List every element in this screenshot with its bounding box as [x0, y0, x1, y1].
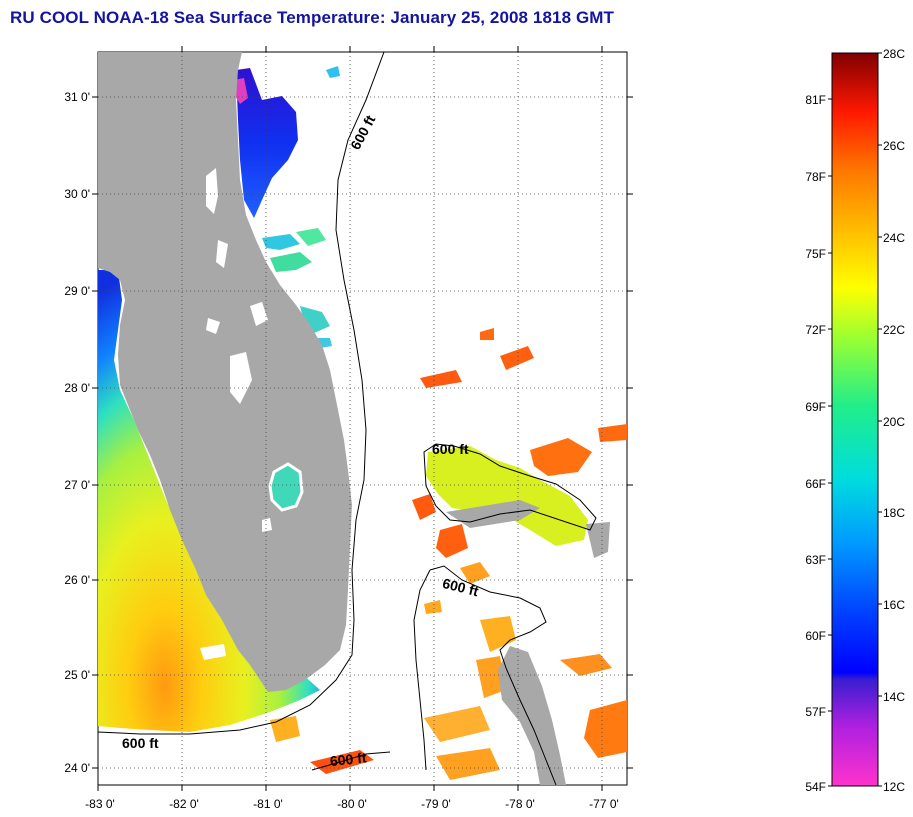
color-scale-bar	[831, 52, 879, 787]
fahrenheit-label: 75F	[805, 247, 826, 261]
inland-water	[230, 352, 252, 404]
warm-sst-patch	[460, 562, 490, 584]
lon-label: -79 0'	[421, 797, 451, 811]
florida-land	[98, 52, 352, 692]
fahrenheit-label: 54F	[805, 780, 826, 794]
coastal-sst-patch	[296, 228, 326, 246]
warm-sst-patch	[598, 424, 627, 442]
warm-sst-patch	[560, 654, 612, 676]
warm-sst-patch	[500, 346, 534, 370]
inland-water	[200, 644, 226, 660]
celsius-label: 12C	[883, 780, 905, 794]
bahamas-land	[446, 500, 540, 528]
lat-label: 25 0'	[64, 668, 90, 682]
fahrenheit-label: 69F	[805, 400, 826, 414]
celsius-label: 22C	[883, 323, 905, 337]
warm-sst-patch	[424, 600, 442, 614]
lon-label: -83 0'	[85, 797, 115, 811]
fahrenheit-label: 63F	[805, 553, 826, 567]
warm-sst-patch	[584, 700, 627, 758]
lat-label: 29 0'	[64, 284, 90, 298]
isobath-label: 600 ft	[122, 735, 159, 751]
warm-sst-patch	[420, 370, 462, 388]
warm-sst-patch	[476, 656, 506, 698]
lat-label: 28 0'	[64, 381, 90, 395]
fahrenheit-label: 81F	[805, 93, 826, 107]
fahrenheit-label: 72F	[805, 323, 826, 337]
inland-water	[206, 318, 220, 334]
coastal-sst-patch	[262, 234, 300, 250]
fahrenheit-label: 66F	[805, 477, 826, 491]
celsius-label: 14C	[883, 690, 905, 704]
lake-okeechobee	[268, 462, 304, 512]
warm-sst-patch	[436, 524, 468, 558]
fahrenheit-label: 57F	[805, 705, 826, 719]
lat-label: 26 0'	[64, 573, 90, 587]
warm-sst-patch	[436, 748, 500, 780]
warm-sst-patch	[270, 716, 300, 742]
lat-label: 24 0'	[64, 761, 90, 775]
isobath-label: 600 ft	[329, 749, 367, 769]
magenta-sst-patch	[234, 78, 248, 104]
inland-water	[216, 240, 228, 268]
celsius-label: 16C	[883, 598, 905, 612]
bahama-bank-sst	[426, 446, 588, 546]
lat-label: 31 0'	[64, 90, 90, 104]
isobath-600ft	[97, 51, 597, 786]
celsius-label: 26C	[883, 139, 905, 153]
coastal-sst-patch	[326, 66, 340, 78]
coastal-sst-patch	[270, 252, 312, 272]
lon-label: -82 0'	[169, 797, 199, 811]
andros-land	[498, 646, 566, 785]
celsius-label: 18C	[883, 506, 905, 520]
lon-label: -80 0'	[337, 797, 367, 811]
lat-label: 27 0'	[64, 478, 90, 492]
isobath-label: 600 ft	[432, 441, 469, 457]
celsius-label: 28C	[883, 47, 905, 61]
celsius-label: 20C	[883, 415, 905, 429]
northeast-cold-sst	[236, 68, 298, 218]
lat-label: 30 0'	[64, 187, 90, 201]
gulf-sst-swath	[98, 270, 320, 732]
lon-label: -77 0'	[589, 797, 619, 811]
bahamas-land	[586, 522, 610, 558]
inland-water	[206, 168, 218, 214]
axis-ticks	[92, 46, 633, 791]
warm-sst-patch	[424, 706, 490, 742]
warm-sst-patch	[412, 494, 436, 520]
color-scale: 81F 78F 75F 72F 69F 66F 63F 60F 57F 54F …	[805, 47, 905, 794]
warm-sst-patch	[480, 328, 494, 340]
lon-label: -81 0'	[253, 797, 283, 811]
fahrenheit-label: 78F	[805, 170, 826, 184]
fahrenheit-label: 60F	[805, 629, 826, 643]
lon-label: -78 0'	[505, 797, 535, 811]
celsius-label: 24C	[883, 231, 905, 245]
inland-water	[262, 518, 272, 532]
map-title: RU COOL NOAA-18 Sea Surface Temperature:…	[10, 8, 615, 27]
inland-water	[250, 302, 268, 326]
warm-sst-patch	[530, 438, 592, 476]
